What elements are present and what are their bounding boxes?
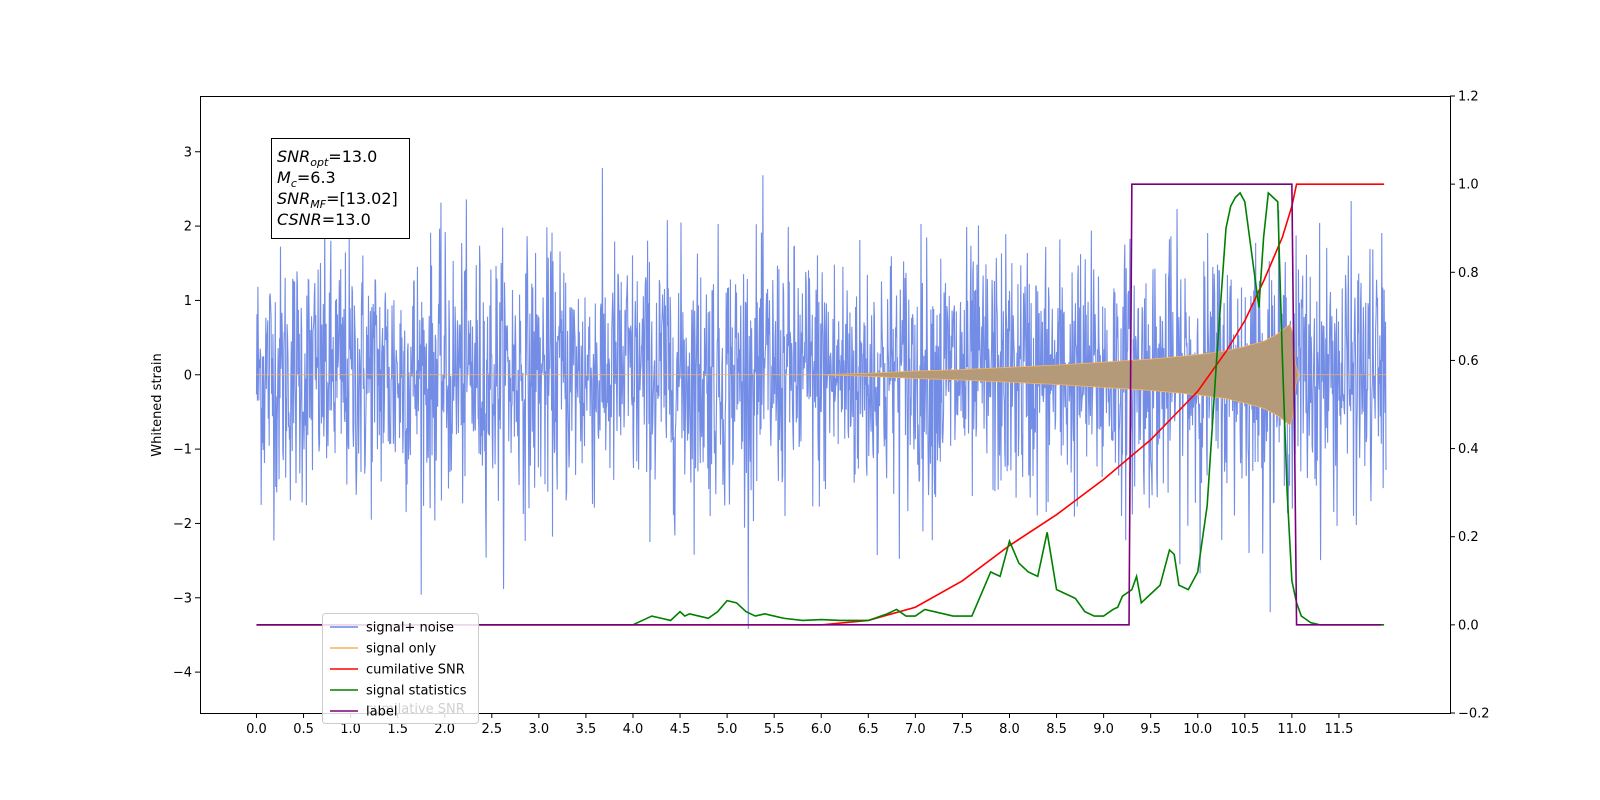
stats-line: Mc=6.3 <box>277 168 336 190</box>
legend-frame <box>322 613 479 724</box>
legend: cumilative SNR signal+ noise signal only cu… <box>322 613 479 724</box>
series-signal-plus-noise <box>255 167 1387 629</box>
legend-overlap-text: cumilative SNR <box>366 702 465 717</box>
x-tick-label: 10.0 <box>1183 722 1212 737</box>
legend-entry: cumilative SNR <box>366 663 465 678</box>
x-tick-label: 11.5 <box>1324 722 1353 737</box>
series-signal-statistics <box>256 191 1385 626</box>
y-tick-label: 2 <box>184 220 192 235</box>
x-tick-label: 11.0 <box>1277 722 1306 737</box>
x-tick-label: 0.5 <box>293 722 314 737</box>
series-label <box>256 183 1382 626</box>
axes-frame <box>200 96 1451 714</box>
y2-tick-label: 0.4 <box>1458 442 1479 457</box>
x-tick-label: 6.5 <box>858 722 879 737</box>
x-tick-label: 9.0 <box>1093 722 1114 737</box>
stats-line: SNRMF=[13.02] <box>277 189 398 211</box>
legend-entry: signal+ noise <box>366 621 454 636</box>
x-tick-label: 0.0 <box>246 722 267 737</box>
x-tick-label: 3.0 <box>529 722 550 737</box>
x-tick-label: 8.5 <box>1046 722 1067 737</box>
y-tick-label: 3 <box>184 145 192 160</box>
x-tick-label: 10.5 <box>1230 722 1259 737</box>
series-signal-only <box>256 323 1386 426</box>
x-tick-label: 5.0 <box>717 722 738 737</box>
legend-entry: signal statistics <box>366 684 467 699</box>
y2-tick-label: 0.8 <box>1458 266 1479 281</box>
legend-entry: signal only <box>366 642 436 657</box>
y-tick-label: 1 <box>184 294 192 309</box>
y-axis-right: −0.2 0.0 0.2 0.4 0.6 0.8 1.0 1.2 <box>1450 90 1490 722</box>
stats-box-frame <box>271 138 410 239</box>
y-axis-label: Whitened strain <box>150 353 165 456</box>
plot-area <box>255 167 1387 629</box>
y-tick-label: −2 <box>173 517 192 532</box>
y-tick-label: −1 <box>173 443 192 458</box>
x-tick-label: 6.0 <box>811 722 832 737</box>
x-axis: 0.0 0.5 1.0 1.5 2.0 2.5 3.0 3.5 4.0 4.5 5.0 5.5 6.0 6… <box>246 713 1353 737</box>
x-tick-label: 1.5 <box>387 722 408 737</box>
y2-tick-label: 1.0 <box>1458 178 1479 193</box>
stats-line: CSNR=13.0 <box>277 210 371 229</box>
y2-tick-label: 0.2 <box>1458 530 1479 545</box>
x-tick-label: 4.5 <box>670 722 691 737</box>
y-axis-left: −4 −3 −2 −1 0 1 2 3 <box>173 145 200 681</box>
y-tick-label: −3 <box>173 591 192 606</box>
y2-tick-label: −0.2 <box>1458 707 1490 722</box>
x-tick-label: 3.5 <box>576 722 597 737</box>
x-tick-label: 7.5 <box>952 722 973 737</box>
x-tick-label: 2.5 <box>481 722 502 737</box>
y2-tick-label: 1.2 <box>1458 90 1479 105</box>
x-tick-label: 4.0 <box>623 722 644 737</box>
y2-tick-label: 0.6 <box>1458 354 1479 369</box>
x-tick-label: 2.0 <box>434 722 455 737</box>
x-tick-label: 9.5 <box>1140 722 1161 737</box>
stats-line: SNRopt=13.0 <box>277 147 377 169</box>
y-tick-label: −4 <box>173 666 192 681</box>
y-tick-label: 0 <box>184 368 192 383</box>
legend-entry: label <box>366 705 397 720</box>
x-tick-label: 7.0 <box>905 722 926 737</box>
x-tick-label: 8.0 <box>999 722 1020 737</box>
y2-tick-label: 0.0 <box>1458 618 1479 633</box>
x-tick-label: 5.5 <box>764 722 785 737</box>
x-tick-label: 1.0 <box>340 722 361 737</box>
